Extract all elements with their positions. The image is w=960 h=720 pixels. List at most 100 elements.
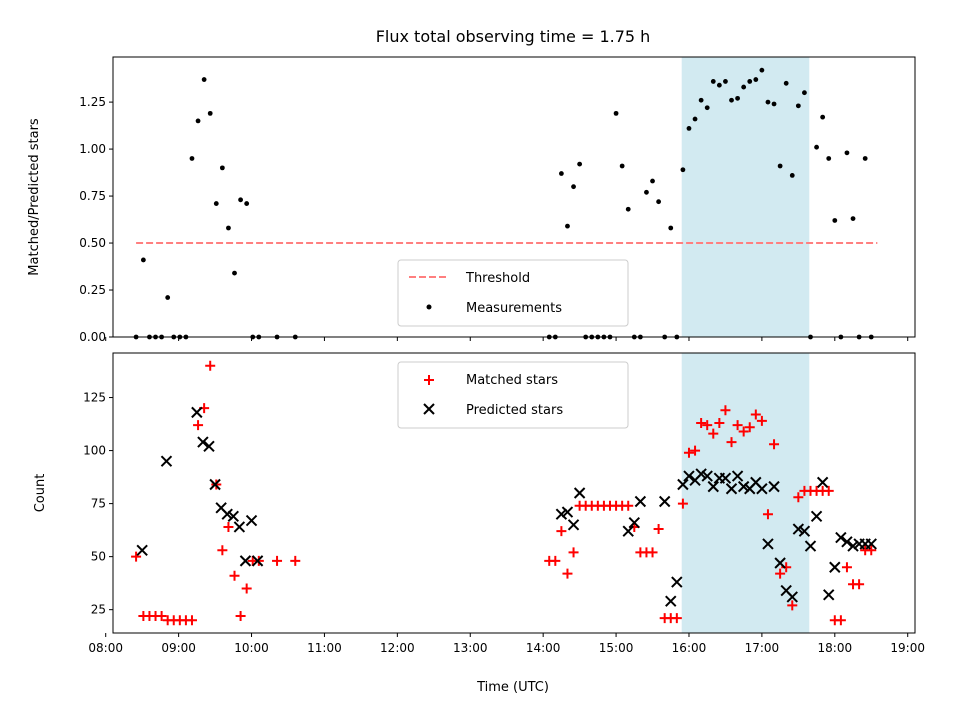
measurement-point: [771, 101, 777, 107]
measurement-point: [140, 257, 146, 263]
predicted-star-point: [634, 495, 647, 508]
measurement-point: [232, 270, 237, 276]
measurement-point: [577, 161, 583, 167]
predicted-star-point: [762, 538, 774, 550]
measurement-point: [783, 80, 789, 86]
matched-star-point: [186, 615, 197, 626]
predicted-star-point: [671, 576, 683, 588]
matched-star-point: [671, 613, 682, 624]
measurement-point: [741, 84, 747, 90]
x-tick-label: 12:00: [380, 641, 415, 655]
predicted-star-point: [829, 561, 841, 573]
top-y-tick-label: 0.25: [79, 283, 106, 297]
matched-star-point: [568, 547, 579, 558]
ratio-axes: 0.00 0.25 0.50 0.75 1.00 1.25: [79, 95, 909, 344]
matched-star-point: [726, 437, 737, 448]
measurement-point: [565, 223, 570, 229]
matched-star-point: [647, 547, 658, 558]
predicted-star-point: [561, 506, 574, 518]
x-tick-label: 14:00: [526, 641, 561, 655]
matched-star-point: [562, 568, 573, 579]
measurement-point: [238, 197, 243, 203]
matched-star-point: [193, 420, 204, 431]
matched-star-point: [702, 420, 713, 431]
measurement-point: [201, 77, 207, 82]
measurement-point: [165, 295, 171, 300]
ratio-y-axis-label: Matched/Predicted stars: [27, 118, 42, 276]
matched-star-point: [841, 562, 852, 573]
measurement-point: [226, 225, 231, 231]
measurement-point: [759, 67, 765, 73]
count-y-axis-label: Count: [33, 474, 48, 513]
matched-star-point: [623, 500, 634, 511]
measurement-point: [789, 172, 795, 178]
predicted-star-point: [816, 476, 829, 489]
predicted-star-point: [555, 508, 568, 520]
matched-star-point: [241, 583, 252, 594]
bot-y-tick-label: 50: [91, 550, 106, 564]
ratio-panel-frame: [112, 56, 916, 338]
predicted-star-point: [695, 468, 707, 480]
predicted-star-point: [233, 521, 246, 533]
measurement-point: [844, 150, 850, 156]
top-y-tick-label: 0.50: [79, 236, 106, 250]
matched-star-point: [775, 568, 786, 579]
top-y-tick-label: 0.75: [79, 189, 106, 203]
predicted-star-point: [798, 525, 811, 537]
measurement-point: [195, 118, 201, 124]
measurement-point: [558, 171, 564, 176]
matched-star-point: [854, 579, 865, 590]
predicted-star-point: [823, 589, 835, 601]
bot-y-tick-label: 25: [91, 603, 106, 617]
x-tick-label: 15:00: [599, 641, 634, 655]
measurements-legend-swatch: [426, 304, 432, 310]
measurement-point: [680, 167, 686, 173]
x-tick-label: 18:00: [818, 641, 853, 655]
predicted-star-point: [774, 557, 786, 569]
measurement-point: [213, 201, 219, 206]
measurement-point: [753, 77, 759, 82]
matched-star-point: [756, 415, 767, 426]
measurement-point: [862, 156, 868, 161]
matched-legend-swatch: [424, 375, 434, 385]
predicted-star-point: [209, 478, 221, 491]
measurement-point: [716, 82, 722, 88]
predicted-star-point: [203, 440, 215, 453]
matched-star-point: [762, 509, 773, 520]
x-tick-label: 16:00: [672, 641, 707, 655]
x-tick-label: 10:00: [234, 641, 269, 655]
predicted-star-point: [191, 406, 203, 419]
predicted-star-point: [756, 483, 768, 495]
x-tick-label: 19:00: [890, 641, 925, 655]
matched-star-point: [720, 405, 731, 416]
matched-star-point: [556, 526, 567, 537]
predicted-star-point: [136, 544, 148, 556]
count-axes: 25 50 75 100 125 08:00 09:00 10:00 11:00 12:00 13:…: [83, 391, 925, 655]
predicted-star-point: [245, 514, 258, 527]
count-marks: [131, 360, 877, 626]
predicted-star-point: [792, 523, 805, 535]
bot-y-tick-label: 100: [83, 444, 106, 458]
measurement-point: [747, 79, 753, 84]
measurement-point: [704, 105, 710, 111]
predicted-star-point: [227, 510, 240, 523]
predicted-star-point: [810, 510, 823, 523]
matched-star-point: [550, 555, 561, 566]
predicted-star-point: [737, 480, 750, 493]
count-panel: 25 50 75 100 125 08:00 09:00 10:00 11:00 12:00 13:…: [33, 352, 925, 695]
predicted-star-point: [628, 516, 641, 529]
x-tick-label: 11:00: [307, 641, 342, 655]
matched-star-point: [714, 418, 725, 428]
bot-y-tick-label: 75: [91, 497, 106, 511]
matched-star-point: [683, 447, 694, 458]
predicted-star-point: [665, 595, 677, 607]
matched-star-point: [290, 555, 301, 566]
top-y-tick-label: 1.00: [79, 142, 106, 156]
count-panel-frame: [112, 352, 916, 634]
matched-star-point: [781, 562, 792, 573]
matched-star-point: [696, 418, 707, 428]
matched-star-point: [217, 545, 228, 556]
predicted-star-point: [768, 480, 780, 493]
x-axis-label: Time (UTC): [476, 680, 549, 695]
matched-star-point: [769, 439, 780, 450]
